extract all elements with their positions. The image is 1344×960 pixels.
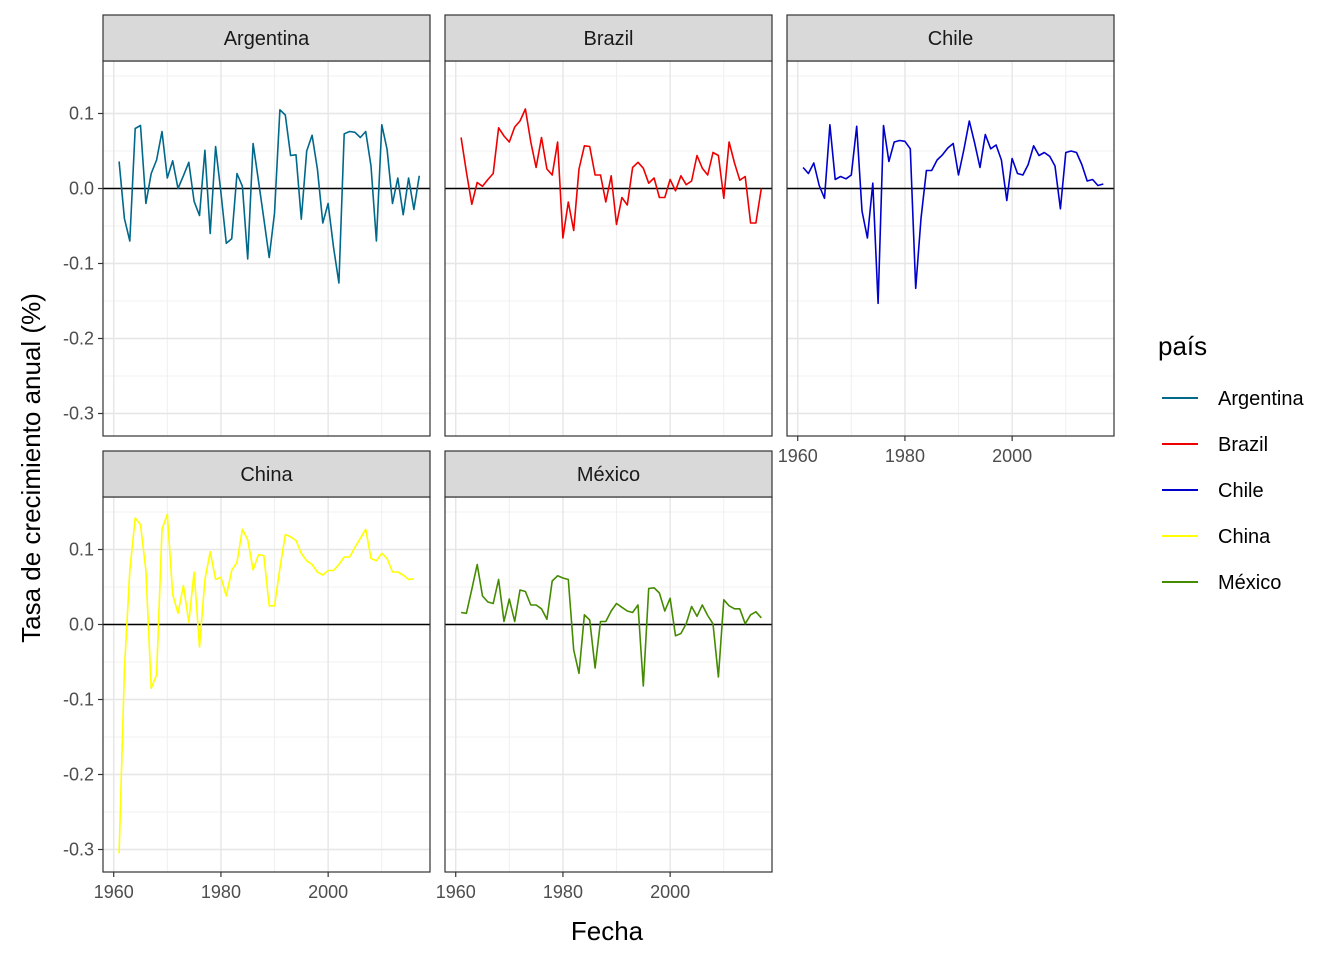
series-line-argentina — [118, 109, 421, 284]
series-line-brazil — [460, 108, 763, 239]
strip-background — [102, 450, 431, 498]
x-tick-label: 1960 — [94, 882, 134, 902]
y-tick-label: -0.2 — [63, 329, 94, 349]
facet-panel-chile: Chile — [786, 14, 1115, 437]
panel-background — [787, 61, 1114, 436]
legend-label: Chile — [1218, 480, 1264, 502]
strip-background — [786, 14, 1115, 62]
legend: país Argentina Brazil Chile China México — [1158, 331, 1304, 594]
facet-panel-china: China — [102, 450, 431, 873]
legend-item-brazil: Brazil — [1162, 434, 1268, 456]
y-tick-label: -0.2 — [63, 765, 94, 785]
x-tick-label: 2000 — [992, 446, 1032, 466]
y-tick-label: -0.3 — [63, 404, 94, 424]
x-tick-label: 1980 — [543, 882, 583, 902]
legend-items: Argentina Brazil Chile China México — [1162, 388, 1304, 594]
legend-title: país — [1158, 331, 1207, 361]
x-tick-label: 1960 — [436, 882, 476, 902]
strip-label: México — [577, 464, 640, 486]
y-tick-label: -0.3 — [63, 840, 94, 860]
x-tick-label: 1980 — [201, 882, 241, 902]
series-line-mexico — [460, 563, 762, 687]
x-tick-label: 2000 — [650, 882, 690, 902]
legend-label: China — [1218, 526, 1271, 548]
x-tick-label: 2000 — [308, 882, 348, 902]
legend-label: Brazil — [1218, 434, 1268, 456]
legend-item-argentina: Argentina — [1162, 388, 1304, 410]
y-tick-label: -0.1 — [63, 254, 94, 274]
series-line-chile — [802, 120, 1104, 305]
legend-item-chile: Chile — [1162, 480, 1264, 502]
strip-background — [444, 14, 773, 62]
strip-background — [444, 450, 773, 498]
facet-panels: Argentina Brazil Chile China México — [102, 14, 1115, 873]
legend-label: México — [1218, 572, 1281, 594]
strip-label: Chile — [928, 28, 974, 50]
x-tick-label: 1980 — [885, 446, 925, 466]
legend-item-mexico: México — [1162, 572, 1281, 594]
panel-background — [103, 61, 430, 436]
axes: 0.1 0.0 -0.1 -0.2 -0.3 1960 1980 2000 0.1 0.0 -0.1… — [63, 104, 1032, 903]
legend-item-china: China — [1162, 526, 1271, 548]
x-axis-title: Fecha — [571, 916, 644, 946]
x-tick-label: 1960 — [778, 446, 818, 466]
y-axis-title: Tasa de crecimiento anual (%) — [16, 293, 46, 643]
y-tick-label: 0.1 — [69, 540, 94, 560]
facet-panel-brazil: Brazil — [444, 14, 773, 437]
panel-background — [445, 497, 772, 872]
strip-label: Argentina — [224, 28, 310, 50]
panel-background — [445, 61, 772, 436]
series-line-china — [118, 513, 415, 854]
facet-panel-mexico: México — [444, 450, 773, 873]
legend-label: Argentina — [1218, 388, 1304, 410]
y-tick-label: 0.1 — [69, 104, 94, 124]
panel-background — [103, 497, 430, 872]
strip-label: China — [240, 464, 293, 486]
y-tick-label: -0.1 — [63, 690, 94, 710]
facet-panel-argentina: Argentina — [102, 14, 431, 437]
strip-label: Brazil — [583, 28, 633, 50]
strip-background — [102, 14, 431, 62]
y-tick-label: 0.0 — [69, 615, 94, 635]
y-tick-label: 0.0 — [69, 179, 94, 199]
